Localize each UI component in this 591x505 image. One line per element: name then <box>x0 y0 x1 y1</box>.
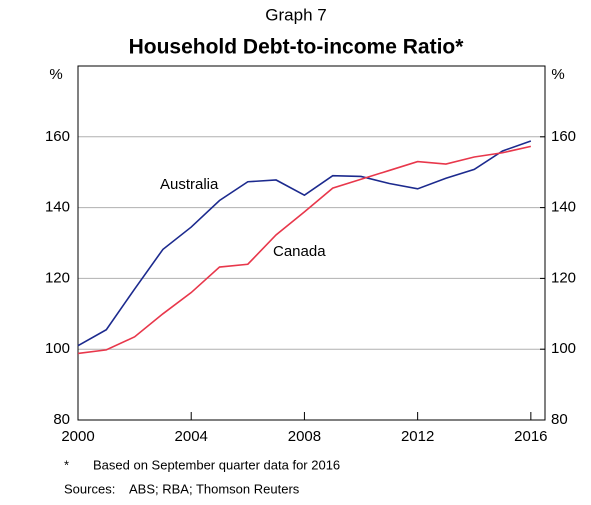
y-tick-label: 160 <box>45 128 70 145</box>
y2-tick-label: 100 <box>551 340 576 357</box>
x-tick-label: 2008 <box>288 428 321 445</box>
x-tick-label: 2016 <box>514 428 547 445</box>
footnote-text: ABS; RBA; Thomson Reuters <box>129 481 300 496</box>
y2-tick-label: 140 <box>551 199 576 216</box>
chart-title: Household Debt-to-income Ratio* <box>129 36 465 59</box>
y2-unit: % <box>551 66 564 83</box>
x-tick-label: 2000 <box>61 428 94 445</box>
y2-tick-label: 120 <box>551 269 576 286</box>
y2-tick-label: 160 <box>551 128 576 145</box>
y-unit: % <box>49 66 62 83</box>
graph-label: Graph 7 <box>265 5 326 24</box>
y-tick-label: 100 <box>45 340 70 357</box>
y-tick-label: 80 <box>53 411 70 428</box>
footnote-marker: Sources: <box>64 481 115 496</box>
footnote-marker: * <box>64 457 69 472</box>
x-tick-label: 2012 <box>401 428 434 445</box>
x-tick-label: 2004 <box>175 428 208 445</box>
y2-tick-label: 80 <box>551 411 568 428</box>
series-label: Canada <box>273 243 326 260</box>
plot-frame <box>77 65 546 421</box>
footnote-text: Based on September quarter data for 2016 <box>93 457 340 472</box>
series-line <box>77 140 532 347</box>
y-tick-label: 140 <box>45 199 70 216</box>
y-tick-label: 120 <box>45 269 70 286</box>
series-label: Australia <box>160 176 219 193</box>
series-line <box>77 145 532 355</box>
